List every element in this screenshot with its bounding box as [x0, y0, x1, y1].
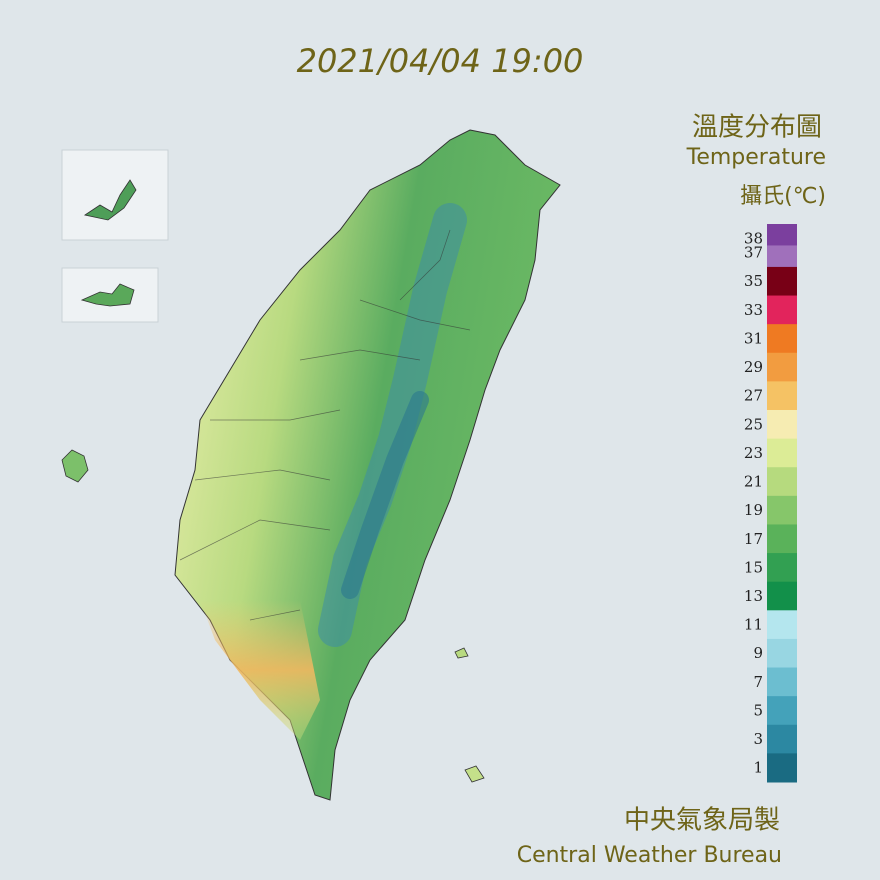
legend-band [767, 696, 797, 726]
legend-band [767, 610, 797, 640]
legend-label: 31 [744, 329, 763, 347]
island [80, 283, 135, 307]
unit: 攝氏(℃) [740, 184, 826, 209]
legend-label: 3 [753, 730, 763, 748]
legend-band [767, 245, 797, 268]
legend-band [767, 581, 797, 611]
legend-band [767, 524, 797, 554]
legend-label: 35 [744, 272, 763, 290]
legend-band [767, 352, 797, 382]
legend-label: 38 [744, 229, 763, 247]
legend-label: 7 [753, 673, 763, 691]
legend-label: 23 [744, 444, 763, 462]
legend-band [767, 638, 797, 669]
legend-band [767, 266, 797, 297]
legend-band [767, 381, 797, 411]
legend-band [767, 410, 797, 440]
title: 溫度分布圖 [692, 113, 822, 143]
legend-band [767, 667, 797, 697]
legend-label: 33 [744, 301, 763, 319]
legend-label: 15 [744, 558, 763, 576]
title-en: Temperature [686, 145, 826, 170]
legend-label: 37 [744, 244, 763, 262]
legend-label: 21 [744, 473, 763, 491]
legend-label: 19 [744, 501, 763, 519]
legend-band [767, 495, 797, 525]
agency: 中央氣象局製 [624, 806, 780, 836]
legend-band [767, 295, 797, 325]
legend-label: 5 [753, 701, 763, 719]
legend-label: 25 [744, 415, 763, 433]
island [454, 647, 469, 659]
island [61, 449, 89, 483]
legend-label: 29 [744, 358, 763, 376]
legend-label: 27 [744, 387, 763, 405]
warm-area [200, 600, 320, 740]
legend-label: 9 [753, 644, 763, 662]
legend-label: 13 [744, 587, 763, 605]
legend-label: 1 [753, 759, 763, 777]
legend-band [767, 324, 797, 354]
island [83, 179, 137, 221]
inset-box [61, 149, 169, 241]
legend-band [767, 224, 797, 246]
legend-band [767, 753, 797, 783]
legend-band [767, 438, 797, 468]
legend-band [767, 467, 797, 497]
legend-label: 17 [744, 530, 763, 548]
legend-band [767, 553, 797, 583]
timestamp: 2021/04/04 19:00 [297, 42, 584, 80]
legend-label: 11 [744, 616, 763, 634]
agency-en: Central Weather Bureau [517, 843, 782, 868]
county-border [179, 229, 471, 621]
mountain-peak [341, 391, 429, 599]
island [464, 765, 485, 783]
legend-band [767, 724, 797, 754]
